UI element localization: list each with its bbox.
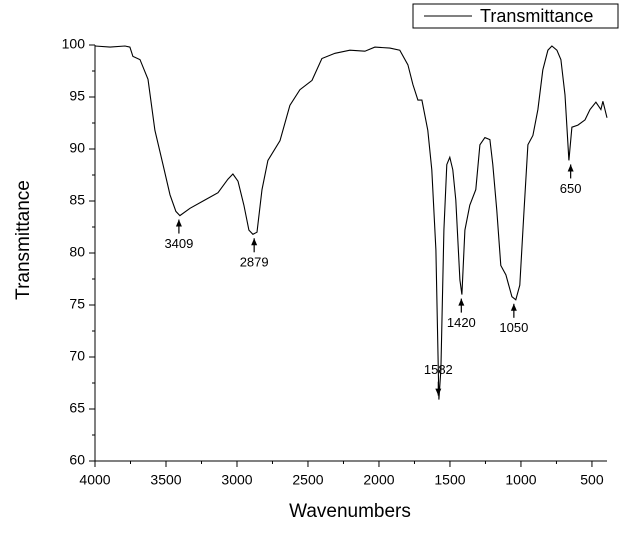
x-tick-label: 3500 [150,472,181,488]
x-axis-label: Wavenumbers [289,501,411,522]
peak-label: 1050 [499,320,528,335]
y-tick-label: 85 [69,192,85,208]
peak-arrowhead [175,219,182,227]
x-tick-label: 1000 [505,472,536,488]
x-tick-label: 4000 [79,472,110,488]
legend-label: Transmittance [480,6,593,26]
y-tick-label: 75 [69,296,85,312]
y-tick-label: 95 [69,88,85,104]
peak-label: 650 [560,181,582,196]
spectrum-line [94,45,608,400]
x-tick-label: 500 [580,472,604,488]
peak-label: 2879 [240,255,269,270]
x-tick-label: 2000 [363,472,394,488]
x-tick-label: 1500 [434,472,465,488]
y-tick-label: 60 [69,452,85,468]
y-tick-label: 80 [69,244,85,260]
peak-arrowhead [435,388,442,396]
peak-label: 1420 [447,315,476,330]
peak-label: 3409 [164,236,193,251]
x-tick-label: 3000 [221,472,252,488]
peak-arrowhead [510,303,517,311]
y-tick-label: 100 [62,36,86,52]
peak-arrowhead [458,298,465,306]
y-tick-label: 90 [69,140,85,156]
peak-arrowhead [567,164,574,172]
x-tick-label: 2500 [292,472,323,488]
y-tick-label: 65 [69,400,85,416]
y-axis-label: Transmittance [13,180,34,300]
y-tick-label: 70 [69,348,85,364]
peak-label: 1582 [424,362,453,377]
peak-arrowhead [251,238,258,246]
